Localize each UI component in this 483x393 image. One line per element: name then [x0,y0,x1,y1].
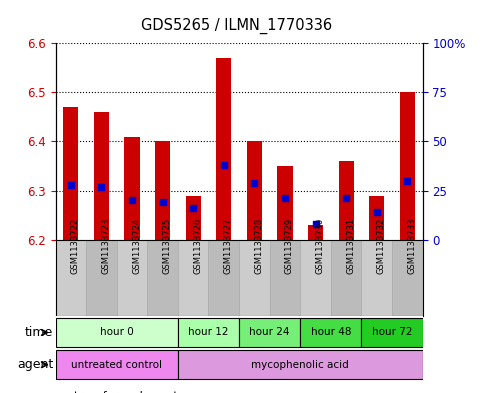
Text: GSM1133728: GSM1133728 [255,218,263,274]
Bar [178,240,209,316]
Point [281,195,289,202]
Text: ■: ■ [56,391,67,393]
Bar [155,141,170,240]
Text: hour 24: hour 24 [249,327,290,338]
Bar [239,318,300,347]
Point [98,184,105,190]
Bar [361,240,392,316]
Bar [239,240,270,316]
Bar [270,240,300,316]
Point [159,199,167,206]
Text: GSM1133723: GSM1133723 [101,218,111,274]
Bar [178,350,423,379]
Text: GSM1133733: GSM1133733 [407,218,416,274]
Text: untreated control: untreated control [71,360,162,370]
Bar [63,107,78,240]
Point [312,221,319,227]
Bar [178,318,239,347]
Text: hour 72: hour 72 [372,327,412,338]
Bar [400,92,415,240]
Point [251,180,258,186]
Text: agent: agent [17,358,53,371]
Bar [56,240,86,316]
Text: hour 12: hour 12 [188,327,229,338]
Bar [300,240,331,316]
Bar [86,240,117,316]
Text: GSM1133722: GSM1133722 [71,218,80,274]
Bar [125,136,140,240]
Bar [147,240,178,316]
Point [189,205,197,211]
Text: GSM1133725: GSM1133725 [163,218,171,274]
Bar [392,240,423,316]
Bar [361,318,423,347]
Bar [56,318,178,347]
Point [342,195,350,202]
Bar [331,240,361,316]
Point [67,182,75,188]
Text: GSM1133726: GSM1133726 [193,218,202,274]
Bar [216,58,231,240]
Point [220,162,227,168]
Point [128,197,136,204]
Bar [185,196,201,240]
Point [373,209,381,215]
Bar [339,161,354,240]
Text: GSM1133732: GSM1133732 [377,218,386,274]
Bar [308,225,323,240]
Bar [277,166,293,240]
Bar [247,141,262,240]
Bar [56,350,178,379]
Bar [300,318,361,347]
Text: GDS5265 / ILMN_1770336: GDS5265 / ILMN_1770336 [141,18,332,34]
Text: transformed count: transformed count [74,391,178,393]
Bar [94,112,109,240]
Text: hour 0: hour 0 [100,327,134,338]
Text: GSM1133731: GSM1133731 [346,218,355,274]
Text: time: time [25,326,53,339]
Text: GSM1133727: GSM1133727 [224,218,233,274]
Text: GSM1133724: GSM1133724 [132,218,141,274]
Text: hour 48: hour 48 [311,327,351,338]
Bar [117,240,147,316]
Text: GSM1133730: GSM1133730 [315,218,325,274]
Bar [209,240,239,316]
Text: mycophenolic acid: mycophenolic acid [251,360,349,370]
Point [403,178,411,184]
Bar [369,196,384,240]
Text: GSM1133729: GSM1133729 [285,218,294,274]
